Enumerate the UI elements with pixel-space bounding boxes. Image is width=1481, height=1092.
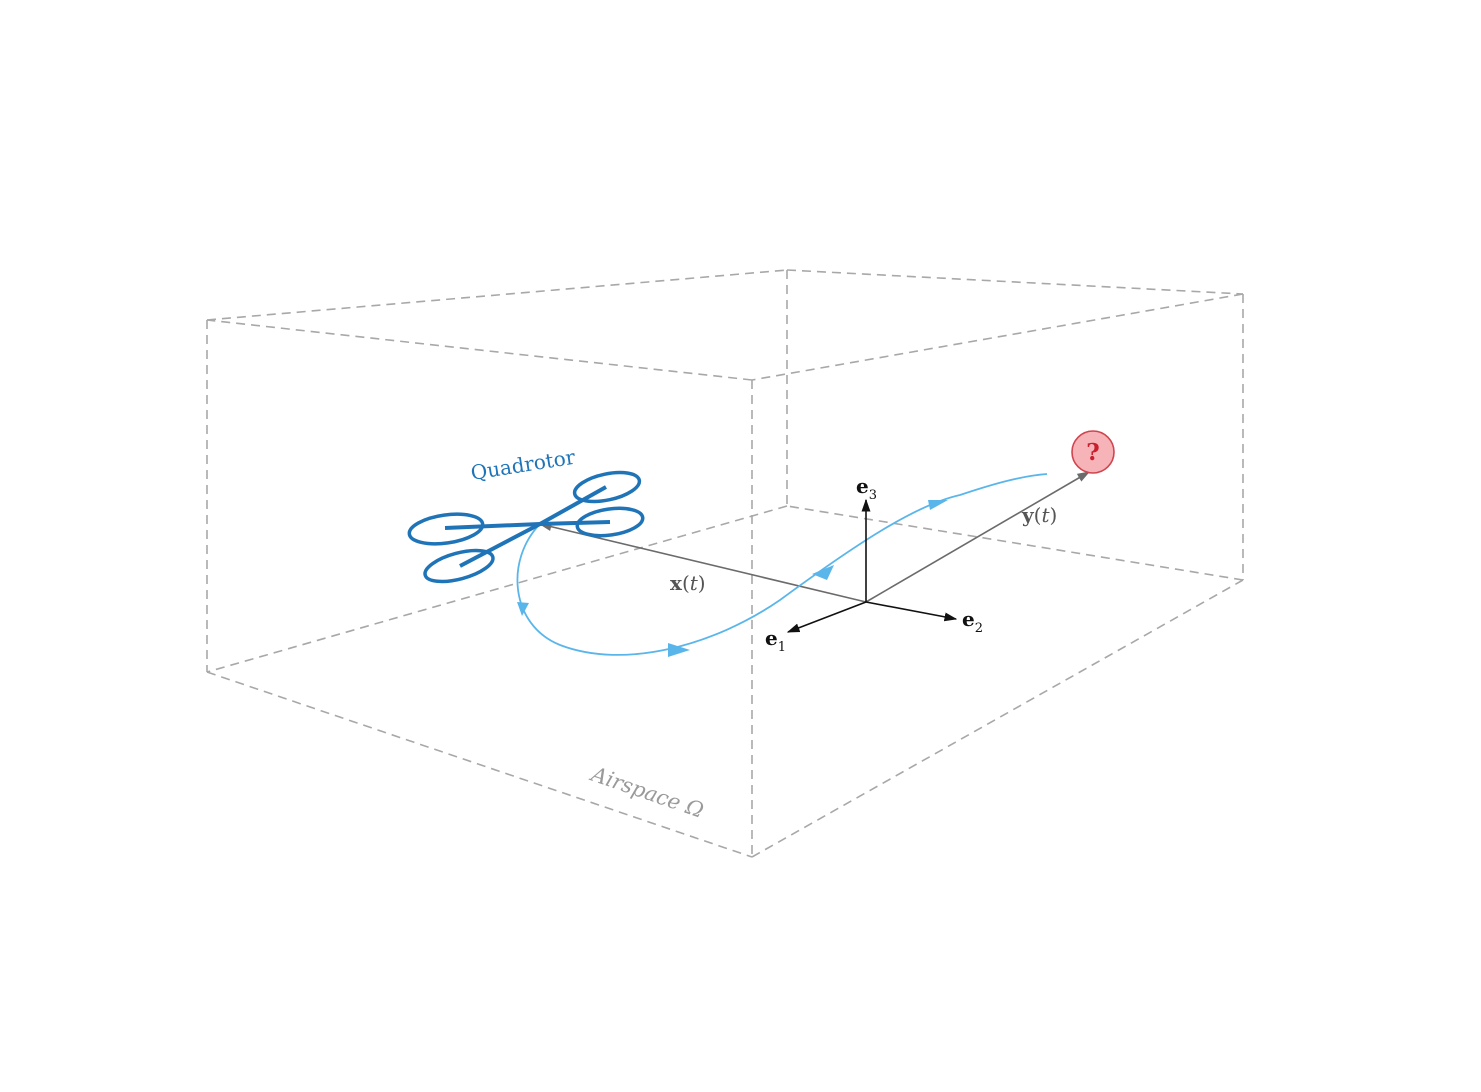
e3-sub: 3 xyxy=(869,488,877,503)
e3-base: e xyxy=(856,474,869,498)
trajectory-arrow-3 xyxy=(812,565,834,580)
trajectory-arrow-4 xyxy=(928,500,948,510)
x-vector-bold: x xyxy=(670,571,683,595)
x-vector-label: x(t) xyxy=(670,571,706,595)
airspace-label: Airspace Ω xyxy=(586,761,706,822)
x-vector-arg: t xyxy=(690,571,699,595)
axis-label-e1: e1 xyxy=(765,626,786,655)
y-vector-bold: y xyxy=(1021,503,1035,527)
airspace-name: Airspace xyxy=(586,761,684,815)
trajectory-arrow-1 xyxy=(517,602,529,616)
y-vector-label: y(t) xyxy=(1021,503,1057,527)
trajectory-curve xyxy=(516,473,1048,656)
e1-base: e xyxy=(765,626,778,650)
trajectory-arrow-2 xyxy=(668,643,690,657)
quadrotor-icon xyxy=(407,470,645,584)
axis-label-e2: e2 xyxy=(962,607,983,636)
axis-e2 xyxy=(865,601,958,622)
e2-base: e xyxy=(962,607,975,631)
e1-sub: 1 xyxy=(778,640,786,655)
quadrotor-label: Quadrotor xyxy=(469,445,577,485)
axis-label-e3: e3 xyxy=(856,474,877,503)
e2-sub: 2 xyxy=(975,621,983,636)
airspace-box xyxy=(206,269,1244,858)
y-vector-line xyxy=(865,471,1091,603)
coordinate-axes xyxy=(786,498,958,633)
target-marker-text: ? xyxy=(1086,439,1099,466)
question-mark-icon: ? xyxy=(1071,430,1115,474)
y-vector-arg: t xyxy=(1041,503,1050,527)
axis-e1 xyxy=(786,601,867,633)
airspace-symbol: Ω xyxy=(682,794,707,823)
